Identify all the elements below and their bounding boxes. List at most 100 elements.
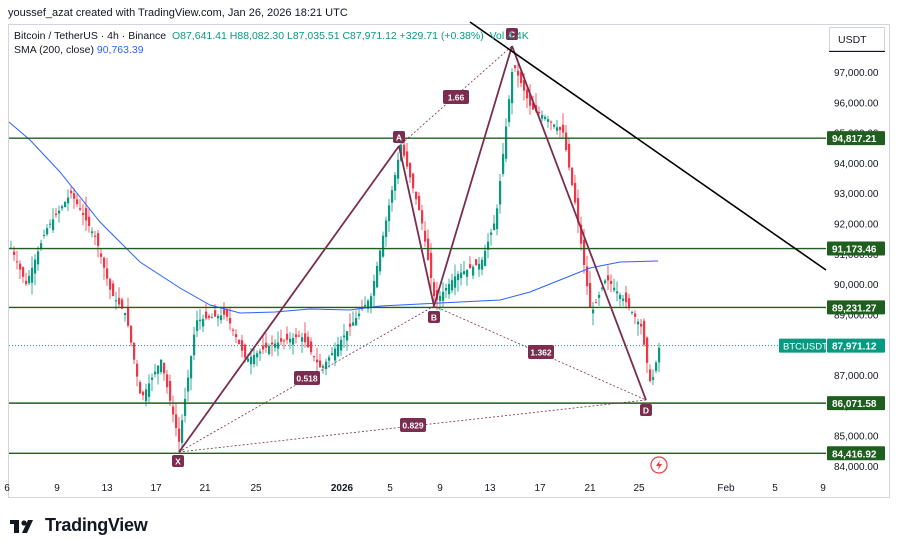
level-price-label: 89,231.27 [827, 300, 885, 315]
candle [286, 326, 289, 344]
sma-label[interactable]: SMA (200, close) [14, 44, 94, 56]
candle [268, 343, 271, 356]
time-tick: 5 [387, 483, 393, 494]
candle [313, 355, 316, 362]
candle [442, 282, 445, 308]
pattern-leg[interactable] [178, 145, 400, 453]
candle [613, 278, 616, 293]
candle [196, 310, 199, 338]
sma-line [8, 121, 659, 314]
svg-text:D: D [643, 406, 649, 416]
candle [160, 359, 163, 375]
candle [25, 272, 28, 287]
pattern-point-c[interactable]: C [506, 28, 518, 40]
time-tick: 9 [437, 483, 443, 494]
candle [526, 86, 529, 109]
candle [472, 264, 475, 280]
candle [544, 114, 547, 121]
candle [301, 332, 304, 353]
candle [34, 254, 37, 286]
candle [631, 310, 634, 316]
candle [550, 120, 553, 131]
candle [505, 118, 508, 163]
pattern-ratio-line [178, 305, 435, 453]
price-tick: 94,000.00 [834, 159, 879, 170]
candle [199, 308, 202, 330]
candle [430, 243, 433, 290]
trend-line[interactable] [469, 21, 827, 271]
candle [646, 336, 649, 373]
candle [352, 311, 355, 326]
pattern-ratio-label: 1.362 [528, 345, 554, 359]
price-tick: 84,000.00 [834, 462, 879, 473]
candle [619, 292, 622, 307]
candle [112, 280, 115, 297]
candle [49, 219, 52, 229]
candle [418, 191, 421, 211]
candle [91, 227, 94, 238]
candle [142, 390, 145, 401]
candle [625, 285, 628, 309]
candle [151, 373, 154, 392]
candle [274, 339, 277, 352]
candle [601, 286, 604, 292]
svg-text:X: X [175, 457, 181, 467]
candle [67, 189, 70, 212]
candle [655, 360, 658, 374]
candle [211, 313, 214, 319]
pattern-point-b[interactable]: B [428, 311, 440, 323]
pattern-point-d[interactable]: D [640, 404, 652, 416]
candle [61, 204, 64, 212]
price-tick: 93,000.00 [834, 189, 879, 200]
candle [133, 342, 136, 364]
candle [229, 307, 232, 331]
price-tick: 92,000.00 [834, 220, 879, 231]
candle [130, 325, 133, 347]
currency-button[interactable]: USDT [829, 27, 885, 51]
time-tick: 13 [101, 483, 113, 494]
candle [103, 256, 106, 280]
candle [502, 142, 505, 177]
pattern-point-x[interactable]: X [172, 455, 184, 467]
candle [187, 369, 190, 402]
candle [295, 327, 298, 344]
candle [304, 322, 307, 348]
symbol-label[interactable]: Bitcoin / TetherUS · 4h · Binance [14, 30, 167, 42]
svg-text:84,416.92: 84,416.92 [832, 449, 877, 460]
candle [481, 256, 484, 276]
chart-pane[interactable] [8, 24, 890, 498]
candle [79, 199, 82, 212]
candle [331, 346, 334, 356]
candle [76, 194, 79, 208]
candle [628, 294, 631, 311]
lightning-icon[interactable] [650, 456, 668, 474]
candle [58, 205, 61, 223]
candle [154, 363, 157, 378]
candle [52, 208, 55, 234]
candle [643, 318, 646, 347]
candle [637, 318, 640, 336]
candle [289, 332, 292, 350]
pattern-leg[interactable] [511, 45, 647, 401]
candle [391, 185, 394, 212]
candle [190, 355, 193, 391]
candle [424, 221, 427, 247]
pattern-leg[interactable] [433, 45, 513, 307]
svg-text:A: A [396, 133, 402, 143]
price-tick: 90,000.00 [834, 280, 879, 291]
candle [499, 174, 502, 214]
pattern-leg[interactable] [398, 145, 435, 307]
pattern-point-a[interactable]: A [393, 131, 405, 143]
candle [43, 229, 46, 239]
candle [37, 246, 40, 271]
time-tick: 17 [150, 483, 162, 494]
candle [559, 126, 562, 138]
candle [394, 171, 397, 201]
candle [337, 336, 340, 358]
candle [487, 233, 490, 259]
candle [298, 330, 301, 338]
candle [97, 230, 100, 258]
currency-underline [829, 51, 885, 52]
candle [64, 200, 67, 208]
